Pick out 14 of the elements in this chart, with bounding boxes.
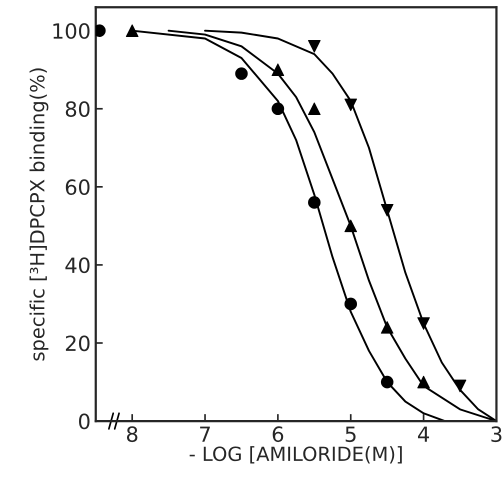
x-tick-label: 7 [200, 426, 210, 442]
x-tick-label: 5 [346, 426, 356, 442]
y-tick-label: 20 [66, 335, 90, 352]
x-tick-label: 3 [491, 426, 502, 442]
y-tick-label: 60 [66, 179, 90, 196]
y-tick-label: 40 [65, 257, 90, 274]
y-tick-label: 100 [53, 23, 90, 39]
y-tick-label: 0 [79, 414, 90, 430]
x-axis-title: - LOG [AMILORIDE(M)] [190, 446, 402, 464]
y-tick-label: 80 [66, 101, 90, 117]
x-tick-label: 6 [272, 426, 284, 442]
y-axis-title: specific [³H]DPCPX binding(%) [30, 68, 48, 361]
x-tick-label: 4 [418, 426, 430, 442]
x-tick-label: 8 [126, 426, 138, 442]
